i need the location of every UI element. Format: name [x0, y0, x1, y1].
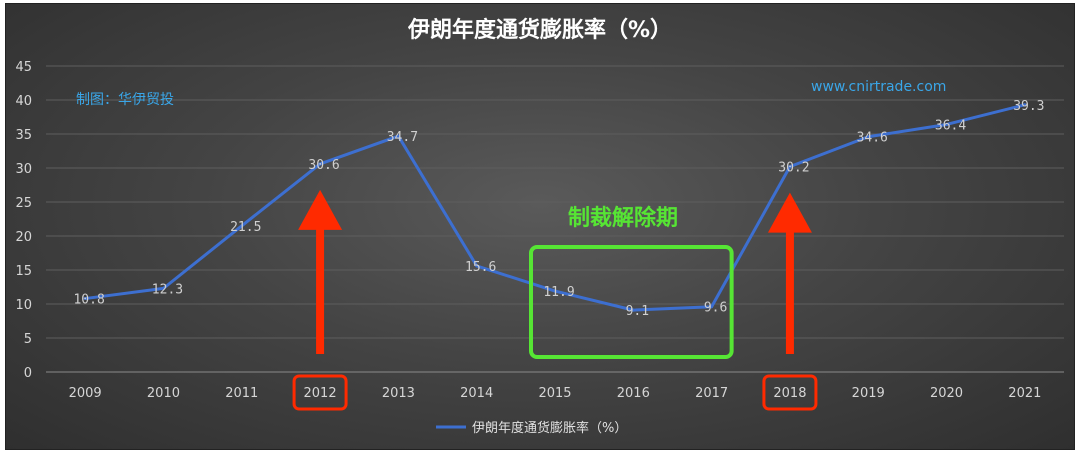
x-tick-label: 2017 [695, 386, 728, 401]
data-point [631, 308, 635, 312]
x-tick-label: 2015 [538, 386, 571, 401]
data-point [240, 224, 244, 228]
data-label: 9.1 [626, 304, 649, 319]
annotations: 制图：华伊贸投 www.cnirtrade.com 制裁解除期 [76, 79, 946, 411]
data-point [945, 122, 949, 126]
red-arrow-2018 [767, 192, 812, 354]
x-tick-label: 2018 [773, 386, 806, 401]
series-layer [83, 103, 1027, 312]
x-tick-label: 2011 [225, 386, 258, 401]
chart-frame: 伊朗年度通货膨胀率（%） 0 5 10 15 20 25 30 35 40 45 2009 2010… [5, 3, 1075, 450]
data-label: 34.6 [857, 131, 888, 146]
data-label: 30.6 [308, 158, 339, 173]
grid-lines [46, 65, 1064, 373]
sanction-period-label: 制裁解除期 [568, 205, 678, 231]
x-tick-label: 2020 [930, 386, 963, 401]
y-tick-label: 35 [15, 128, 32, 143]
y-axis-ticks: 0 5 10 15 20 25 30 35 40 45 [15, 60, 32, 381]
data-point [710, 305, 714, 309]
data-label: 9.6 [704, 301, 727, 316]
y-tick-label: 20 [15, 230, 32, 245]
data-point [318, 162, 322, 166]
data-point [396, 134, 400, 138]
legend-label: 伊朗年度通货膨胀率（%） [472, 420, 627, 436]
data-label: 15.6 [465, 260, 496, 275]
source-note: 制图：华伊贸投 [76, 92, 174, 108]
y-tick-label: 15 [15, 264, 32, 279]
highlight-box-2012 [292, 374, 348, 411]
data-label: 10.8 [73, 293, 104, 308]
x-tick-label: 2014 [460, 386, 493, 401]
data-point [161, 286, 165, 290]
x-tick-label: 2010 [147, 386, 180, 401]
legend: 伊朗年度通货膨胀率（%） [436, 420, 627, 436]
y-tick-label: 10 [15, 298, 32, 313]
data-label: 11.9 [543, 285, 574, 300]
data-point [553, 289, 557, 293]
red-arrow-2012 [298, 189, 343, 354]
website-note: www.cnirtrade.com [811, 79, 946, 95]
y-tick-label: 25 [15, 196, 32, 211]
data-label: 12.3 [152, 282, 183, 297]
data-labels: 10.8 12.3 21.5 30.6 34.7 15.6 11.9 9.1 9.6 30.2 34… [73, 99, 1044, 319]
sanction-period-box [529, 245, 734, 359]
x-tick-label: 2019 [852, 386, 885, 401]
x-axis-ticks: 2009 2010 2011 2012 2013 2014 2015 2016 2017 2018… [69, 386, 1042, 401]
data-label: 30.2 [778, 161, 809, 176]
data-point [788, 165, 792, 169]
y-tick-label: 45 [15, 60, 32, 75]
x-tick-label: 2012 [304, 386, 337, 401]
data-label: 39.3 [1013, 99, 1044, 114]
x-tick-label: 2013 [382, 386, 415, 401]
data-point [475, 264, 479, 268]
y-tick-label: 0 [24, 366, 32, 381]
data-point [1023, 103, 1027, 107]
y-tick-label: 40 [15, 94, 32, 109]
x-tick-label: 2009 [69, 386, 102, 401]
y-tick-label: 5 [24, 332, 32, 347]
data-label: 34.7 [387, 130, 418, 145]
data-label: 36.4 [935, 118, 966, 133]
highlight-box-2018 [762, 374, 818, 411]
data-point [866, 135, 870, 139]
data-point [83, 297, 87, 301]
x-tick-label: 2016 [617, 386, 650, 401]
data-label: 21.5 [230, 220, 261, 235]
x-tick-label: 2021 [1008, 386, 1041, 401]
chart-title: 伊朗年度通货膨胀率（%） [407, 17, 672, 43]
inflation-line-chart: 伊朗年度通货膨胀率（%） 0 5 10 15 20 25 30 35 40 45 2009 2010… [15, 17, 1064, 436]
y-tick-label: 30 [15, 162, 32, 177]
